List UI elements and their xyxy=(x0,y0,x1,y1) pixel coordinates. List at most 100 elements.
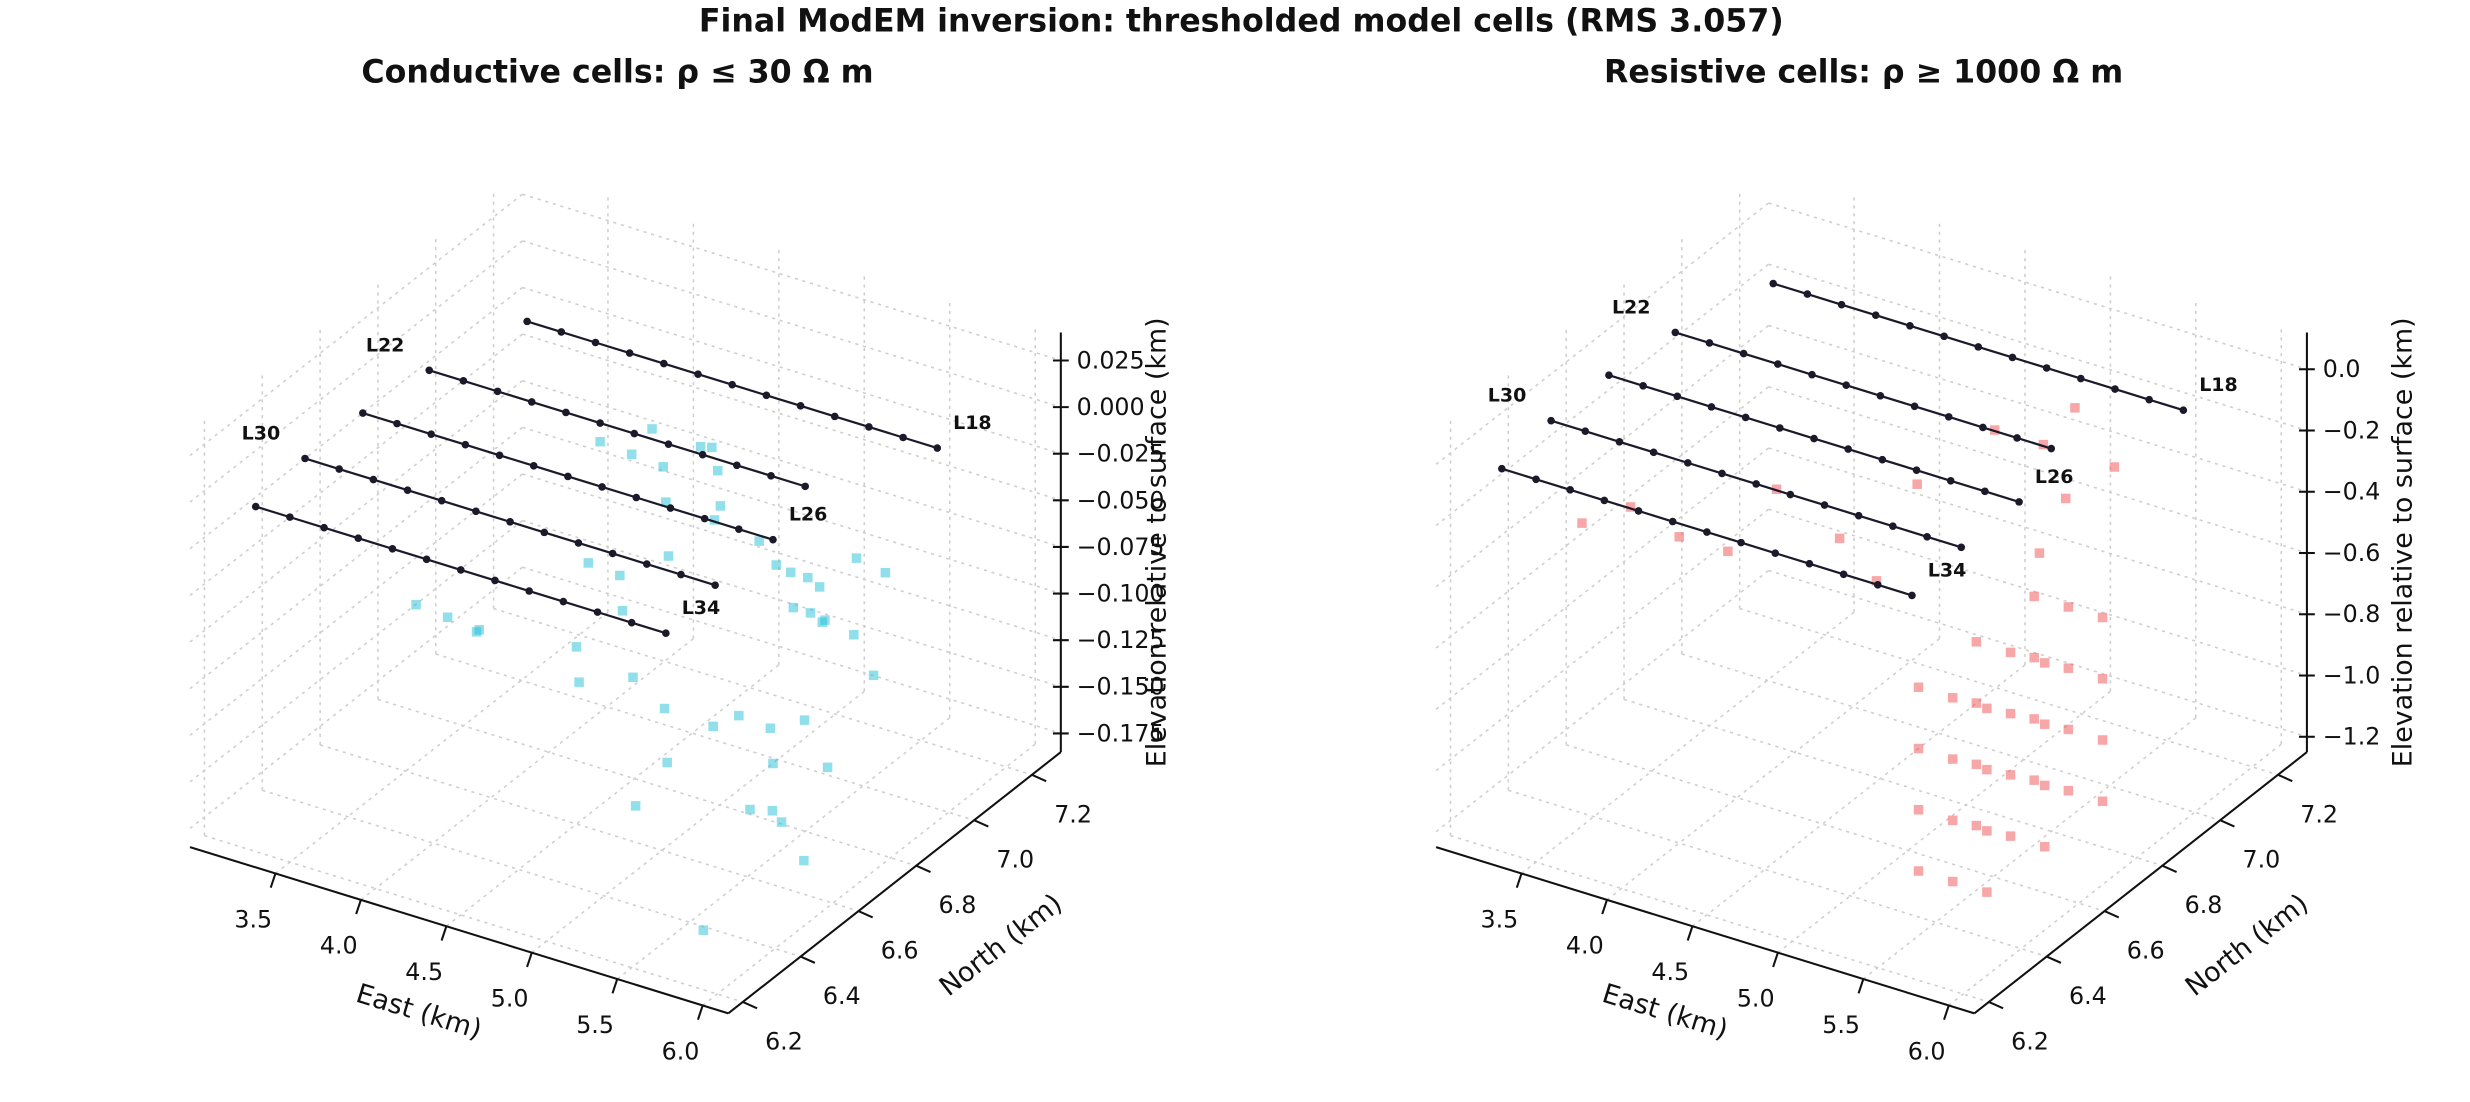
grid-line xyxy=(522,286,1062,455)
model-cell xyxy=(2039,719,2050,729)
station xyxy=(1820,501,1829,509)
y-tick-label: 7.2 xyxy=(1054,800,1092,828)
model-cell xyxy=(1912,479,1922,489)
model-cell xyxy=(411,599,421,610)
panel: Resistive cells: ρ ≥ 1000 Ω m 3.5 4.0 4.5 5.… xyxy=(1435,54,2418,1065)
station xyxy=(711,581,719,589)
profile-label: L22 xyxy=(1612,296,1651,318)
y-tick-label: 6.4 xyxy=(823,982,861,1010)
model-cell xyxy=(788,602,799,613)
model-cell xyxy=(880,567,891,578)
figure-title: Final ModEM inversion: thresholded model… xyxy=(699,4,1784,40)
model-cell xyxy=(1913,866,1924,876)
x-tick-label: 5.0 xyxy=(491,984,529,1012)
y-tick-label: 6.4 xyxy=(2069,982,2107,1010)
y-tick-label: 7.2 xyxy=(2300,800,2338,828)
model-cell xyxy=(1982,826,1992,836)
grid-line xyxy=(1508,789,2047,958)
model-cell xyxy=(1913,682,1924,693)
y-tick-mark xyxy=(2161,864,2178,873)
grid-line xyxy=(1435,263,1770,527)
station xyxy=(493,387,502,396)
x-tick-label: 4.5 xyxy=(405,958,443,986)
station xyxy=(796,402,805,410)
model-cell xyxy=(799,715,810,725)
y-tick-mark xyxy=(1031,773,1047,783)
station xyxy=(698,450,707,459)
station xyxy=(1668,517,1677,526)
model-cell xyxy=(785,567,796,578)
model-cell xyxy=(1871,576,1882,586)
station xyxy=(1923,532,1931,541)
grid-line xyxy=(1623,698,2163,867)
grid-line xyxy=(1739,607,2279,776)
grid-line xyxy=(445,664,780,927)
grid-line xyxy=(189,566,523,830)
z-tick-label: 0.0 xyxy=(2323,355,2361,383)
station xyxy=(660,359,668,368)
station xyxy=(1979,423,1987,432)
x-tick-label: 5.0 xyxy=(1737,984,1775,1012)
y-tick-mark xyxy=(800,955,816,964)
y-tick-mark xyxy=(2277,773,2293,783)
station xyxy=(627,618,636,627)
station xyxy=(1639,381,1647,390)
grid-line xyxy=(1768,569,2308,738)
model-cell xyxy=(767,806,778,816)
z-tick-label: −0.8 xyxy=(2323,600,2381,628)
station xyxy=(1889,522,1897,531)
model-cell xyxy=(698,925,709,935)
model-cell xyxy=(712,465,723,476)
station xyxy=(593,608,602,616)
grid-line xyxy=(531,690,865,954)
station xyxy=(359,409,367,417)
profile-label: L34 xyxy=(1928,559,1967,581)
station xyxy=(1912,466,1921,475)
station xyxy=(564,472,572,481)
model-cell xyxy=(1971,637,1982,647)
station xyxy=(933,444,942,452)
x-tick-mark xyxy=(696,1005,704,1020)
station xyxy=(1871,311,1880,320)
station xyxy=(608,549,617,558)
model-cell xyxy=(615,570,625,581)
x-tick-mark xyxy=(440,925,448,941)
station xyxy=(2077,374,2085,383)
model-cell xyxy=(2034,548,2045,558)
x-tick-mark xyxy=(611,978,619,994)
grid-line xyxy=(522,333,1062,502)
x-tick-label: 4.0 xyxy=(1566,932,1604,960)
station xyxy=(403,486,412,494)
station xyxy=(437,496,446,505)
model-cell xyxy=(776,817,787,827)
y-tick-label: 6.6 xyxy=(2127,937,2165,965)
model-cell xyxy=(1577,518,1587,528)
grid-line xyxy=(435,653,975,821)
x-tick-label: 5.5 xyxy=(576,1011,614,1039)
model-cell xyxy=(803,572,813,583)
grid-line xyxy=(1768,324,2308,493)
station xyxy=(459,377,468,385)
model-cell xyxy=(647,424,657,434)
station xyxy=(733,461,741,470)
station xyxy=(354,534,363,543)
grid-line xyxy=(189,333,523,596)
station xyxy=(1810,434,1818,443)
station xyxy=(1805,559,1814,568)
model-cell xyxy=(2005,831,2016,841)
x-tick-mark xyxy=(1515,873,1523,889)
y-tick-mark xyxy=(2104,910,2120,919)
station xyxy=(1839,570,1848,579)
station xyxy=(2042,364,2051,372)
station xyxy=(457,566,465,574)
station xyxy=(251,502,260,511)
station xyxy=(1873,581,1882,589)
station xyxy=(1946,476,1955,485)
model-cell xyxy=(1971,759,1982,770)
station xyxy=(1707,403,1716,411)
station xyxy=(632,493,641,502)
grid-line xyxy=(1435,447,1770,710)
station xyxy=(2047,444,2056,453)
model-cell xyxy=(1723,546,1733,557)
model-cell xyxy=(799,855,809,866)
